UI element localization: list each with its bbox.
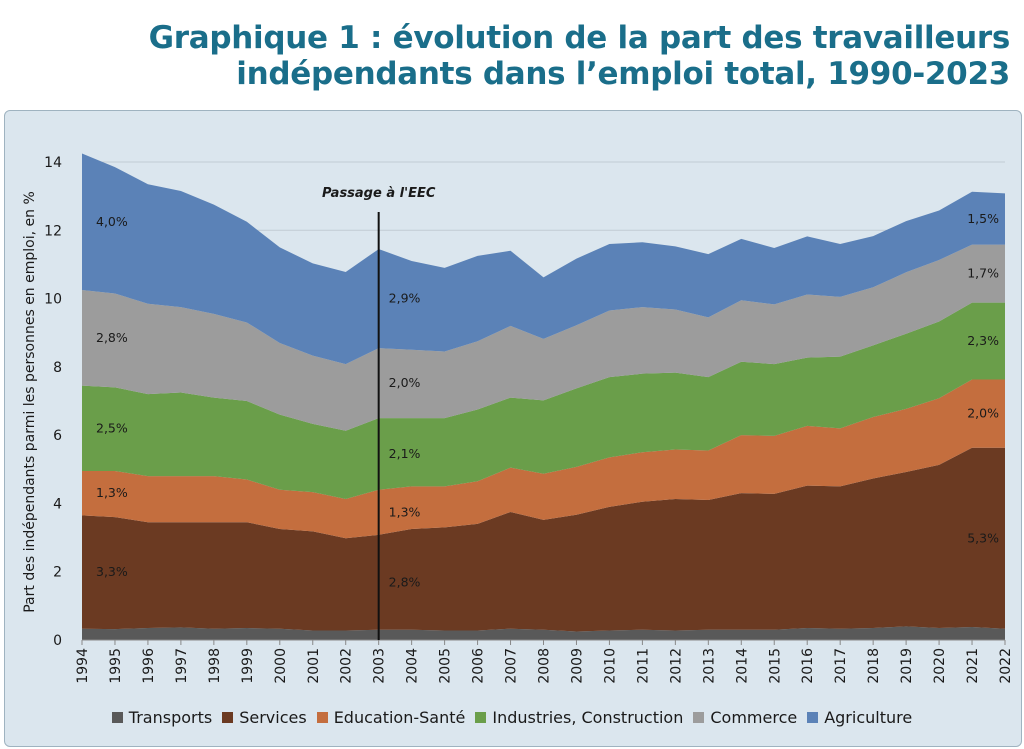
data-label: 2,8% <box>389 574 421 589</box>
x-tick-label: 2018 <box>866 648 882 684</box>
x-tick-label: 1997 <box>174 648 190 684</box>
eec-annotation-label: Passage à l'EEC <box>322 186 436 201</box>
x-tick-label: 2012 <box>668 648 684 684</box>
legend-swatch <box>316 712 328 723</box>
area-agriculture <box>82 153 1005 365</box>
x-tick-label: 2013 <box>701 648 717 684</box>
x-tick-label: 2005 <box>438 648 454 684</box>
x-tick-label: 2009 <box>569 648 585 684</box>
chart-title: Graphique 1 : évolution de la part des t… <box>148 20 1011 92</box>
legend-swatch <box>693 712 705 723</box>
data-label: 2,0% <box>389 375 421 390</box>
y-tick-label: 12 <box>44 223 62 239</box>
legend-label: Industries, Construction <box>492 708 684 727</box>
y-tick-label: 6 <box>53 428 62 444</box>
x-tick-label: 2010 <box>602 648 618 684</box>
area-commerce <box>82 244 1005 431</box>
y-axis: 0 2 4 6 8 10 12 14 <box>44 155 62 649</box>
y-tick-label: 4 <box>53 496 62 512</box>
legend-item: Agriculture <box>807 708 912 727</box>
legend-item: Education-Santé <box>316 708 466 727</box>
area-education-sant <box>82 379 1005 539</box>
x-tick-label: 2002 <box>339 648 355 684</box>
x-tick-label: 1998 <box>207 648 223 684</box>
x-tick-label: 2004 <box>405 648 421 684</box>
x-tick-label: 2014 <box>734 648 750 684</box>
data-labels: 4,0% 2,8% 2,5% 1,3% 3,3% 2,9% 2,0% 2,1% 1,3% 2,8%… <box>96 211 999 589</box>
data-label: 3,3% <box>96 564 128 579</box>
data-label: 1,3% <box>389 504 421 519</box>
x-tick-label: 1996 <box>141 648 157 684</box>
y-tick-label: 2 <box>53 565 62 581</box>
legend-item: Commerce <box>693 708 797 727</box>
legend-item: Transports <box>111 708 213 727</box>
x-tick-label: 2011 <box>635 648 651 684</box>
x-tick-label: 2021 <box>965 648 981 684</box>
data-label: 2,0% <box>967 406 999 421</box>
x-tick-label: 2020 <box>932 648 948 684</box>
x-tick-label: 2017 <box>833 648 849 684</box>
legend-swatch <box>111 712 123 723</box>
legend-swatch <box>222 712 234 723</box>
legend-label: Commerce <box>710 708 798 727</box>
title-line-2: indépendants dans l’emploi total, 1990-2… <box>236 56 1010 92</box>
x-tick-label: 2001 <box>306 648 322 684</box>
data-label: 2,1% <box>389 446 421 461</box>
data-label: 5,3% <box>967 530 999 545</box>
y-tick-label: 0 <box>53 633 62 649</box>
x-tick-label: 2000 <box>273 648 289 684</box>
y-tick-label: 10 <box>44 292 62 308</box>
x-tick-label: 2007 <box>504 648 520 684</box>
area-industries-construction <box>82 302 1005 499</box>
x-tick-label: 2016 <box>800 648 816 684</box>
x-tick-label: 1994 <box>75 648 91 684</box>
x-axis: 1994 1995 1996 1997 1998 1999 2000 2001 2002 2003… <box>75 639 1014 684</box>
x-tick-label: 2008 <box>537 648 553 684</box>
y-axis-label: Part des indépendants parmi les personne… <box>22 191 38 613</box>
data-label: 2,5% <box>96 420 128 435</box>
data-label: 1,7% <box>967 266 999 281</box>
legend-swatch <box>807 712 819 723</box>
data-label: 4,0% <box>96 214 128 229</box>
legend: Transports Services Education-Santé Industr… <box>0 708 1024 727</box>
legend-label: Education-Santé <box>333 708 466 727</box>
data-label: 1,3% <box>96 485 128 500</box>
x-tick-label: 2022 <box>998 648 1014 684</box>
legend-label: Agriculture <box>824 708 913 727</box>
data-label: 2,9% <box>389 291 421 306</box>
x-tick-label: 2015 <box>767 648 783 684</box>
area-services <box>82 447 1005 632</box>
title-line-1: Graphique 1 : évolution de la part des t… <box>148 20 1011 56</box>
y-tick-label: 8 <box>53 360 62 376</box>
y-tick-label: 14 <box>44 155 62 171</box>
eec-annotation: Passage à l'EEC <box>322 186 436 640</box>
x-tick-label: 1999 <box>240 648 256 684</box>
x-tick-label: 2019 <box>899 648 915 684</box>
x-tick-label: 1995 <box>108 648 124 684</box>
data-label: 2,3% <box>967 333 999 348</box>
legend-label: Services <box>239 708 307 727</box>
data-label: 2,8% <box>96 330 128 345</box>
x-tick-label: 2006 <box>471 648 487 684</box>
legend-label: Transports <box>128 708 213 727</box>
legend-swatch <box>475 712 487 723</box>
x-tick-label: 2003 <box>372 648 388 684</box>
stacked-areas <box>82 153 1005 640</box>
legend-item: Services <box>222 708 307 727</box>
legend-item: Industries, Construction <box>475 708 683 727</box>
data-label: 1,5% <box>967 211 999 226</box>
